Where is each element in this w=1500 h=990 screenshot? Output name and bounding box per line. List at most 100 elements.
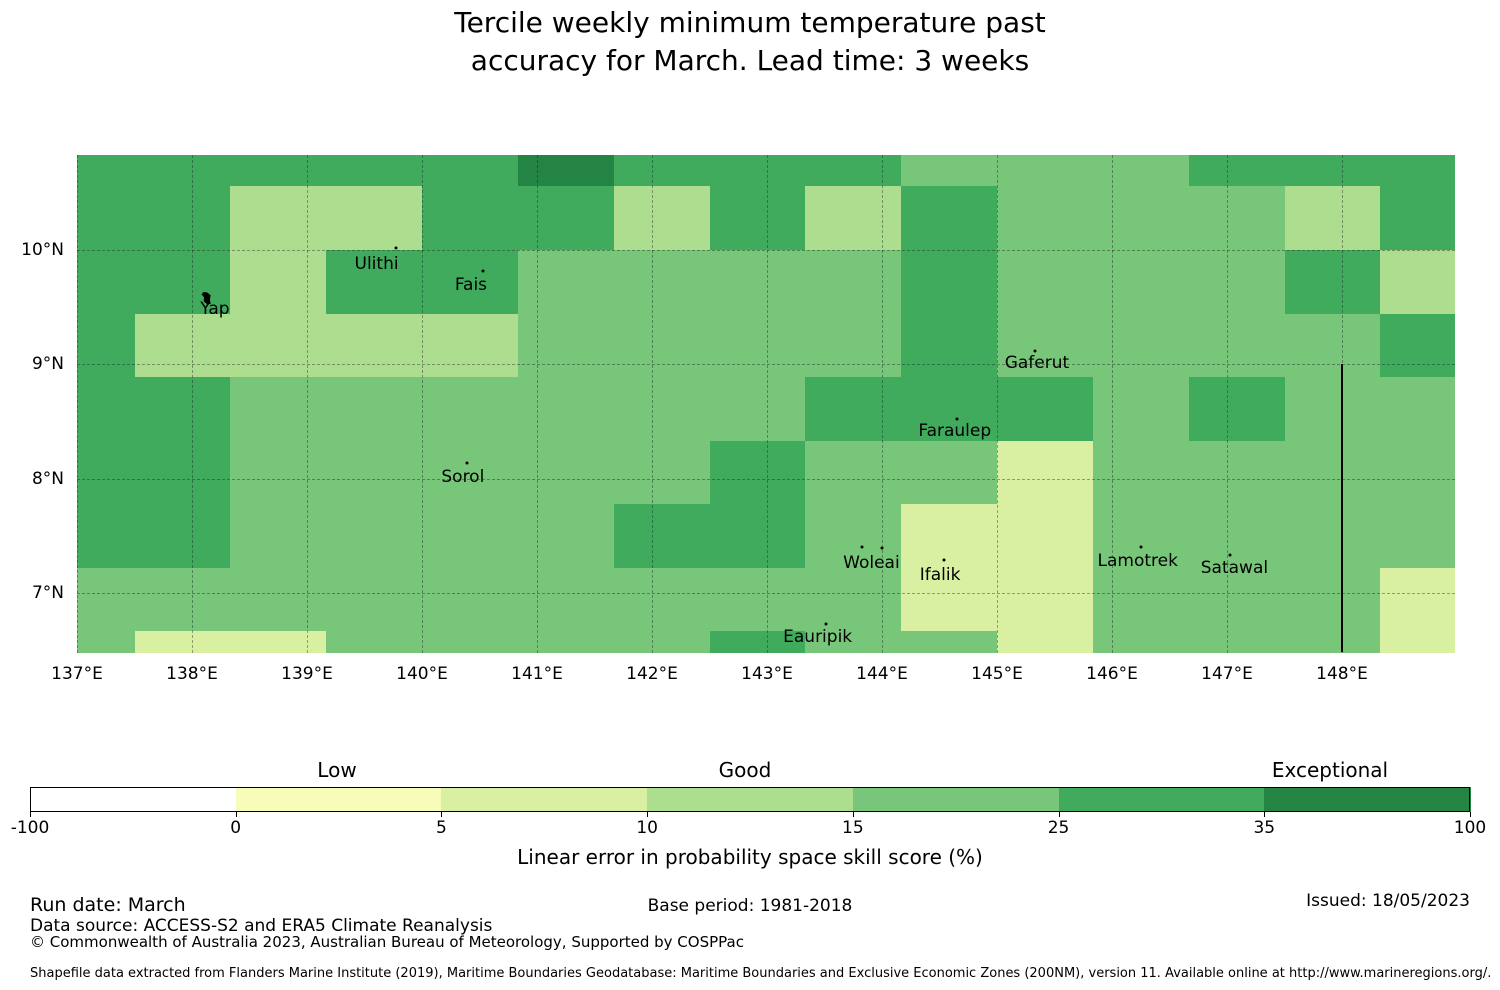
x-tick-label: 138°E: [166, 664, 218, 685]
map-cell: [134, 377, 232, 442]
map-cell: [77, 313, 136, 378]
map-cell: [805, 631, 902, 654]
map-cell: [901, 250, 998, 315]
y-tick-label: 9°N: [31, 354, 64, 375]
map-cell: [997, 155, 1094, 188]
map-cell: [1284, 313, 1382, 378]
colorbar-axis-label: Linear error in probability space skill …: [517, 845, 983, 869]
map-cell: [1188, 155, 1286, 188]
island-marker-icon: [942, 558, 946, 562]
map-cell: [613, 186, 711, 251]
map-cell: [901, 440, 998, 505]
map-cell: [1188, 631, 1286, 654]
map-cell: [230, 186, 327, 251]
colorbar-segment: [235, 787, 443, 812]
map-cell: [709, 186, 807, 251]
island-label: Woleai: [843, 553, 900, 574]
colorbar-tick-label: -100: [10, 818, 50, 838]
colorbar-segment: [852, 787, 1060, 812]
x-tick-label: 137°E: [51, 664, 103, 685]
map-cell: [422, 440, 519, 505]
x-tick-label: 148°E: [1316, 664, 1368, 685]
map-cell: [422, 250, 519, 315]
colorbar-region-label: Exceptional: [1271, 758, 1389, 782]
map-cell: [230, 155, 327, 188]
colorbar-tick-mark: [441, 812, 443, 817]
map-cell: [326, 186, 423, 251]
colorbar-segment: [647, 787, 854, 812]
map-cell: [230, 377, 327, 442]
graticule-line: [77, 364, 1456, 366]
map-cell: [997, 631, 1094, 654]
map-cell: [422, 186, 519, 251]
graticule-line: [882, 155, 883, 654]
map-cell: [77, 155, 136, 188]
map-cell: [134, 504, 232, 569]
map-canvas: Yap Ulithi Fais Sorol Gaferut Faraulep Woleai I…: [77, 155, 1456, 654]
map-cell: [517, 377, 615, 442]
map-cell: [709, 567, 807, 633]
map-cell: [77, 377, 136, 442]
map-cell: [1092, 567, 1190, 633]
graticule-line: [77, 593, 1456, 595]
colorbar-segment: [30, 787, 237, 812]
graticule-line: [1112, 155, 1113, 654]
map-cell: [1380, 313, 1456, 378]
island-marker-icon: [880, 546, 884, 550]
island-marker-icon: [824, 622, 828, 626]
graticule-line: [422, 155, 423, 654]
graticule-line: [767, 155, 768, 654]
map-cell: [613, 567, 711, 633]
map-cell: [901, 155, 998, 188]
map-cell: [997, 250, 1094, 315]
map-cell: [326, 313, 423, 378]
map-cell: [230, 440, 327, 505]
map-cell: [709, 504, 807, 569]
colorbar-segment: [1058, 787, 1265, 812]
map-cell: [709, 377, 807, 442]
island-label: Fais: [454, 274, 488, 295]
map-cell: [709, 155, 807, 188]
issued-date-text: Issued: 18/05/2023: [1306, 891, 1470, 911]
map-cell: [517, 567, 615, 633]
map-cell: [422, 377, 519, 442]
colorbar-tick-label: 10: [636, 818, 658, 838]
island-label: Faraulep: [918, 421, 992, 442]
colorbar-tick-label: 5: [436, 818, 447, 838]
colorbar-tick-label: 100: [1453, 818, 1487, 838]
map-cell: [422, 567, 519, 633]
map-cell: [901, 313, 998, 378]
colorbar-tick-mark: [1470, 812, 1471, 817]
map-cell: [1188, 250, 1286, 315]
map-cell: [422, 313, 519, 378]
map-cell: [517, 186, 615, 251]
map-cell: [1092, 631, 1190, 654]
map-cell: [1188, 186, 1286, 251]
graticule-line: [307, 155, 308, 654]
island-label: Lamotrek: [1097, 551, 1178, 572]
eez-boundary-line: [1341, 364, 1343, 652]
map-cell: [805, 313, 902, 378]
x-tick-label: 142°E: [626, 664, 678, 685]
colorbar-region-label: Good: [718, 758, 772, 782]
map-cell: [77, 631, 136, 654]
colorbar-tick-label: 35: [1253, 818, 1276, 838]
map-cell: [77, 186, 136, 251]
map-cell: [134, 155, 232, 188]
map-cell: [134, 567, 232, 633]
map-cell: [709, 313, 807, 378]
map-cell: [1380, 155, 1456, 188]
y-tick-label: 10°N: [21, 240, 64, 261]
map-cell: [422, 631, 519, 654]
map-cell: [1188, 567, 1286, 633]
colorbar-tick-mark: [852, 812, 854, 817]
map-cell: [1284, 377, 1382, 442]
map-cell: [1380, 250, 1456, 315]
map-cell: [517, 440, 615, 505]
map-cell: [1092, 313, 1190, 378]
map-cell: [1092, 377, 1190, 442]
map-cell: [1188, 504, 1286, 569]
map-cell: [1380, 631, 1456, 654]
map-cell: [326, 631, 423, 654]
